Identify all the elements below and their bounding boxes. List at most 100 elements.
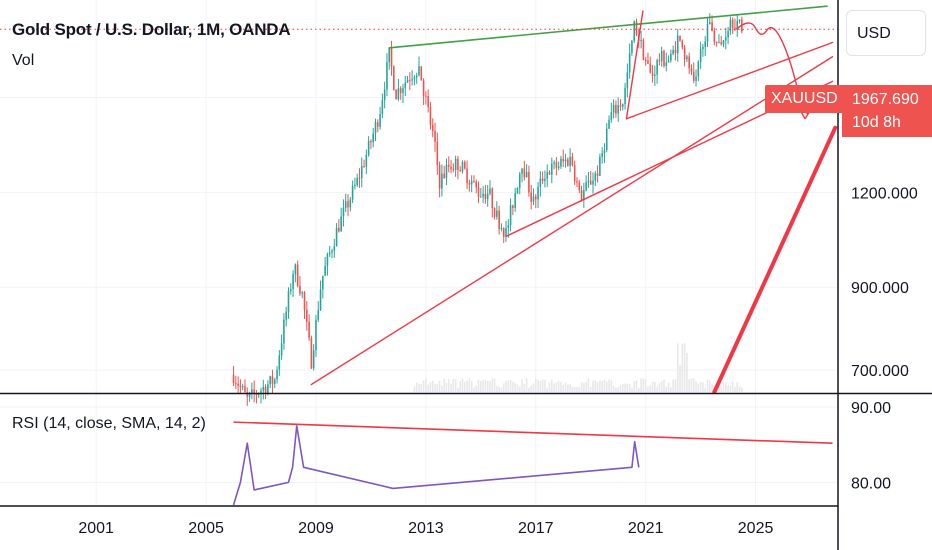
volume-bar: [518, 386, 521, 392]
candle-body: [386, 62, 388, 90]
candle-body: [560, 158, 562, 167]
volume-bar: [610, 380, 613, 392]
candle-body: [486, 193, 489, 199]
volume-bar: [573, 387, 576, 392]
candle-body: [267, 384, 269, 394]
candle-body: [509, 205, 512, 226]
candle-body: [415, 75, 418, 78]
candle-body: [523, 168, 526, 178]
candle-body: [356, 177, 358, 185]
volume-bar: [615, 387, 617, 392]
candle-body: [727, 31, 729, 38]
volume-bar: [711, 383, 713, 392]
time-tick-label: 2001: [78, 520, 114, 537]
candle-body: [351, 186, 354, 200]
candle-body: [711, 22, 713, 31]
volume-bar: [596, 382, 599, 392]
candle-body: [269, 376, 271, 385]
volume-bar: [477, 379, 480, 392]
candle-body: [264, 386, 267, 394]
candle-body: [450, 166, 452, 170]
volume-bar: [530, 385, 532, 392]
volume-bar: [516, 384, 519, 392]
volume-bar: [638, 387, 640, 392]
volume-bar: [544, 379, 546, 392]
volume-bar: [619, 384, 622, 392]
volume-bar: [482, 379, 484, 392]
volume-bar: [599, 380, 601, 392]
candle-body: [651, 72, 654, 76]
ticker-badge: XAUUSD: [765, 85, 844, 113]
candle-body: [539, 178, 542, 187]
candle-body: [253, 389, 255, 394]
candle-body: [550, 163, 553, 175]
candle-body: [402, 88, 404, 94]
volume-bar: [539, 381, 542, 392]
candle-body: [273, 379, 276, 384]
volume-bar: [603, 379, 606, 392]
rsi-tick-label: 90.00: [851, 400, 891, 417]
candle-body: [289, 289, 292, 292]
volume-bar: [642, 378, 645, 392]
volume-bar: [571, 386, 574, 392]
volume-bar: [589, 386, 592, 392]
candle-body: [725, 37, 727, 41]
volume-bar: [731, 381, 734, 392]
time-tick-label: 2013: [408, 520, 444, 537]
rsi-label: RSI (14, close, SMA, 14, 2): [12, 415, 206, 432]
candle-body: [690, 68, 693, 72]
price-tick-label: 900.000: [851, 280, 909, 297]
volume-bar: [498, 386, 500, 392]
candle-body: [306, 309, 308, 322]
candle-body: [663, 51, 665, 66]
candle-body: [521, 168, 523, 174]
volume-bar: [454, 379, 457, 392]
candle-body: [683, 47, 686, 60]
candle-body: [459, 170, 462, 172]
candle-body: [283, 319, 285, 344]
volume-bar: [583, 383, 585, 392]
candle-body: [397, 88, 400, 100]
candle-layer: [232, 13, 743, 406]
volume-bar: [447, 379, 450, 392]
candle-body: [246, 392, 249, 397]
candle-body: [603, 150, 606, 154]
candle-body: [564, 159, 567, 162]
volume-bar: [560, 381, 562, 392]
volume-bar: [486, 380, 489, 392]
candle-body: [319, 289, 322, 310]
candle-body: [365, 154, 368, 167]
candle-body: [395, 89, 397, 100]
candle-body: [326, 254, 329, 266]
candle-body: [695, 76, 697, 81]
candle-body: [532, 196, 535, 202]
time-tick-label: 2009: [298, 520, 334, 537]
candle-body: [573, 165, 576, 182]
support-trendline: [625, 41, 834, 120]
volume-bar: [706, 379, 709, 392]
volume-bar: [509, 379, 512, 392]
candle-body: [585, 182, 587, 191]
candle-body: [237, 383, 239, 386]
volume-bar: [727, 385, 729, 392]
volume-bar: [738, 386, 741, 392]
candle-body: [461, 162, 464, 172]
candle-body: [699, 49, 702, 62]
candle-body: [383, 89, 386, 101]
candle-body: [713, 30, 716, 42]
candle-body: [335, 227, 338, 247]
candle-body: [457, 158, 459, 171]
price-tick-label: 700.000: [851, 363, 909, 380]
candle-body: [347, 201, 349, 208]
candle-body: [333, 246, 336, 251]
volume-bar: [557, 380, 560, 392]
currency-button[interactable]: USD: [846, 10, 926, 56]
candle-body: [278, 355, 281, 370]
candle-body: [367, 140, 370, 155]
volume-layer: [413, 343, 743, 392]
volume-bar: [578, 386, 581, 392]
volume-bar: [468, 378, 471, 392]
candle-body: [379, 113, 381, 127]
candle-body: [262, 386, 265, 391]
